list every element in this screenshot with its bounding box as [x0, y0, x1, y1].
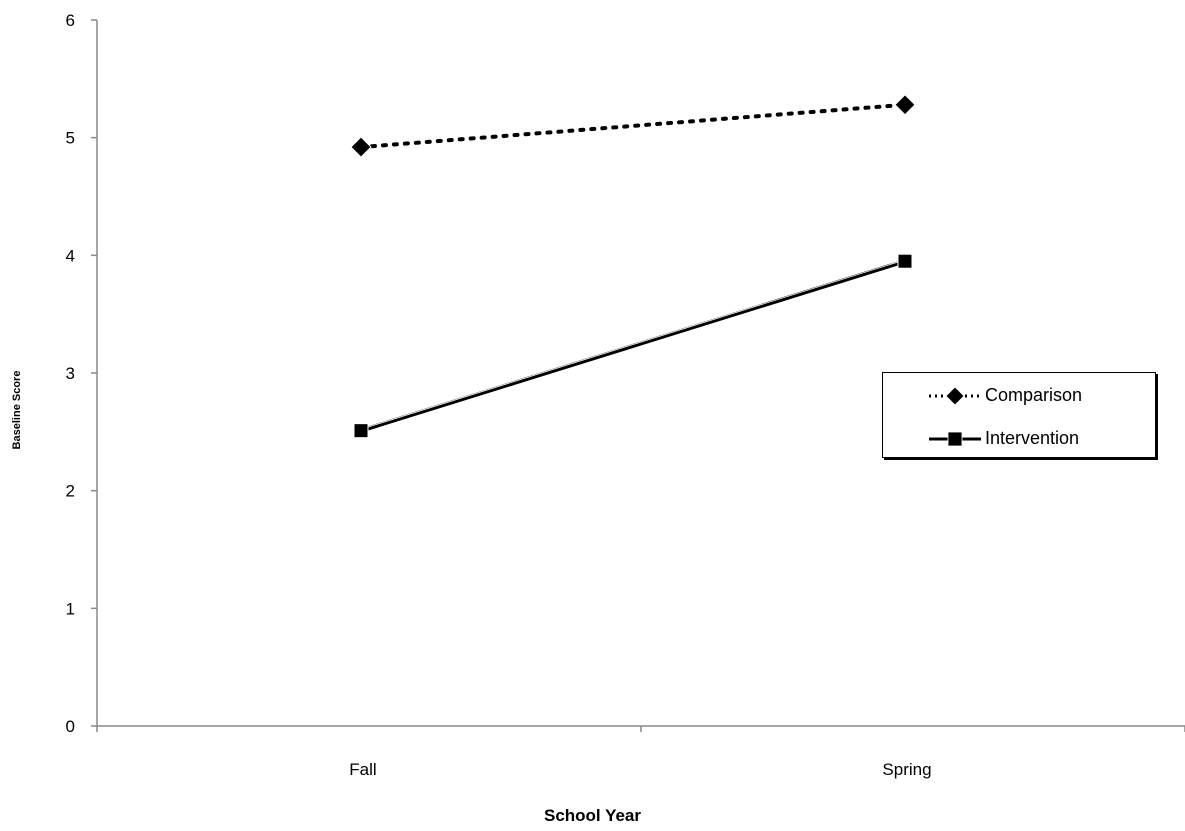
y-tick-label: 5 [66, 129, 75, 148]
y-axis-ticks: 0 1 2 3 4 5 6 [66, 11, 97, 736]
y-axis-label: Baseline Score [11, 370, 23, 450]
x-tick-label: Spring [882, 760, 931, 779]
y-tick-label: 4 [66, 246, 75, 265]
y-tick-label: 6 [66, 11, 75, 30]
y-tick-label: 3 [66, 364, 75, 383]
series-layer [350, 94, 916, 439]
data-point-intervention [897, 253, 913, 269]
data-point-comparison [894, 94, 916, 116]
data-point-comparison [350, 136, 372, 158]
series-line-comparison [359, 102, 907, 150]
series-intervention [353, 253, 913, 439]
x-axis-ticks: Fall Spring [96, 726, 1185, 779]
legend-swatch-intervention [929, 431, 981, 447]
x-tick-label: Fall [349, 760, 376, 779]
legend-swatch-comparison [929, 386, 981, 406]
y-tick-label: 2 [66, 482, 75, 501]
x-axis-label: School Year [543, 806, 641, 825]
legend-label-intervention: Intervention [985, 428, 1080, 448]
data-point-intervention [353, 423, 369, 439]
legend-entry-comparison: Comparison [883, 381, 1155, 411]
series-comparison [350, 94, 916, 158]
y-tick-label: 1 [66, 599, 75, 618]
legend-label-comparison: Comparison [985, 385, 1083, 405]
legend-entry-intervention: Intervention [883, 424, 1155, 454]
series-line-intervention [360, 259, 906, 433]
series-line-highlight-intervention [360, 259, 906, 430]
legend: Comparison Intervention [882, 372, 1156, 458]
y-tick-label: 0 [66, 717, 75, 736]
